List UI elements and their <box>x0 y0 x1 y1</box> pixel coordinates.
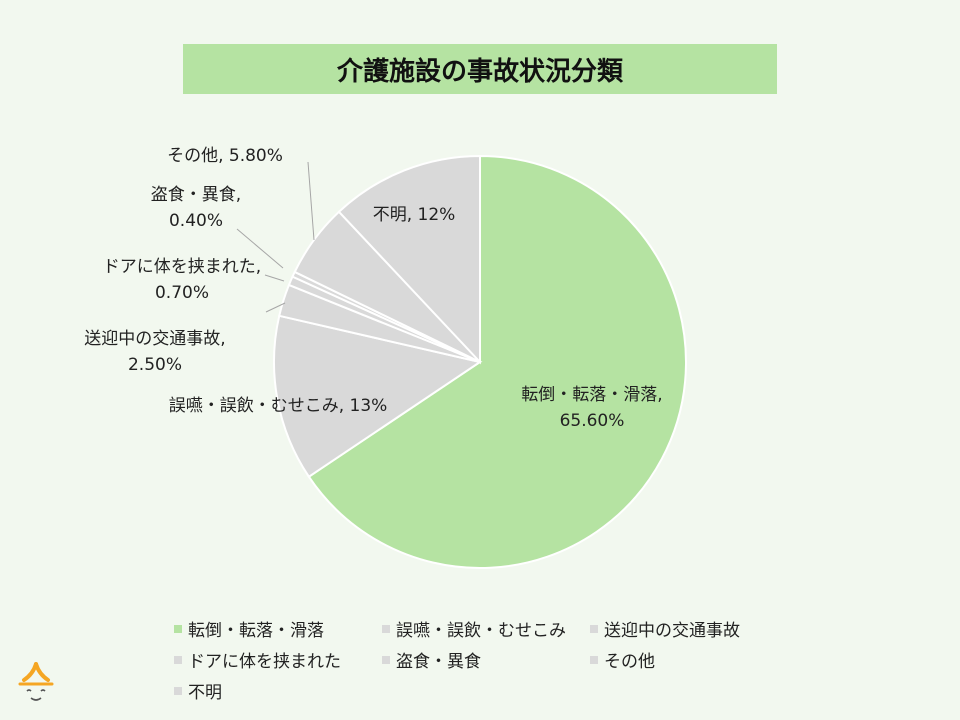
slice-label: 転倒・転落・滑落, <box>521 385 662 405</box>
slice-label: 65.60% <box>560 411 625 431</box>
legend-item: 盗食・異食 <box>376 645 584 674</box>
slice-label: 送迎中の交通事故, <box>84 329 225 349</box>
legend-label: 誤嚥・誤飲・むせこみ <box>396 621 566 641</box>
slice-label: 0.70% <box>155 283 209 303</box>
leader-line <box>264 274 285 282</box>
legend-label: 送迎中の交通事故 <box>604 621 740 641</box>
pie-slice <box>307 154 687 569</box>
slice-label: 2.50% <box>128 355 182 375</box>
leader-line <box>265 302 286 313</box>
pie-slices <box>273 154 687 569</box>
slice-label: 0.40% <box>169 211 223 231</box>
pie-slice <box>337 154 481 365</box>
legend-label: ドアに体を挟まれた <box>188 652 341 672</box>
legend-label: 不明 <box>188 683 222 703</box>
legend-item: 誤嚥・誤飲・むせこみ <box>376 614 584 643</box>
legend-swatch <box>174 686 182 695</box>
slice-labels: 転倒・転落・滑落, 65.60% 誤嚥・誤飲・むせこみ, 13% 送迎中の交通事故, 2… <box>84 146 662 431</box>
slice-label: 盗食・異食, <box>151 185 241 205</box>
legend-swatch <box>174 655 182 664</box>
leader-line <box>236 228 284 269</box>
pie-slice <box>273 314 483 479</box>
slice-label: ドアに体を挟まれた, <box>103 257 261 277</box>
legend-item: ドアに体を挟まれた <box>168 645 376 674</box>
legend-swatch <box>174 624 182 633</box>
chart-title: 介護施設の事故状況分類 <box>336 56 623 87</box>
chart-legend: 転倒・転落・滑落 誤嚥・誤飲・むせこみ 送迎中の交通事故ドアに体を挟まれた 盗食・異食… <box>168 614 808 705</box>
slice-label: 誤嚥・誤飲・むせこみ, 13% <box>169 396 388 416</box>
slice-label: その他, 5.80% <box>167 146 283 166</box>
legend-item: 転倒・転落・滑落 <box>168 614 376 643</box>
legend-swatch <box>382 624 390 633</box>
legend-label: 転倒・転落・滑落 <box>188 621 324 641</box>
legend-swatch <box>590 655 598 664</box>
legend-swatch <box>590 624 598 633</box>
legend-item: 不明 <box>168 676 376 705</box>
leader-lines <box>236 161 315 313</box>
legend-item: 送迎中の交通事故 <box>584 614 792 643</box>
legend-label: その他 <box>604 652 655 672</box>
leader-line <box>307 161 315 241</box>
pie-chart: 転倒・転落・滑落, 65.60% 誤嚥・誤飲・むせこみ, 13% 送迎中の交通事故, 2… <box>84 146 687 569</box>
legend-swatch <box>382 655 390 664</box>
slice-label: 不明, 12% <box>373 205 456 225</box>
chart-title-box: 介護施設の事故状況分類 <box>183 44 777 94</box>
legend-item: その他 <box>584 645 792 674</box>
legend-label: 盗食・異食 <box>396 652 481 672</box>
face-logo-icon <box>18 662 54 701</box>
